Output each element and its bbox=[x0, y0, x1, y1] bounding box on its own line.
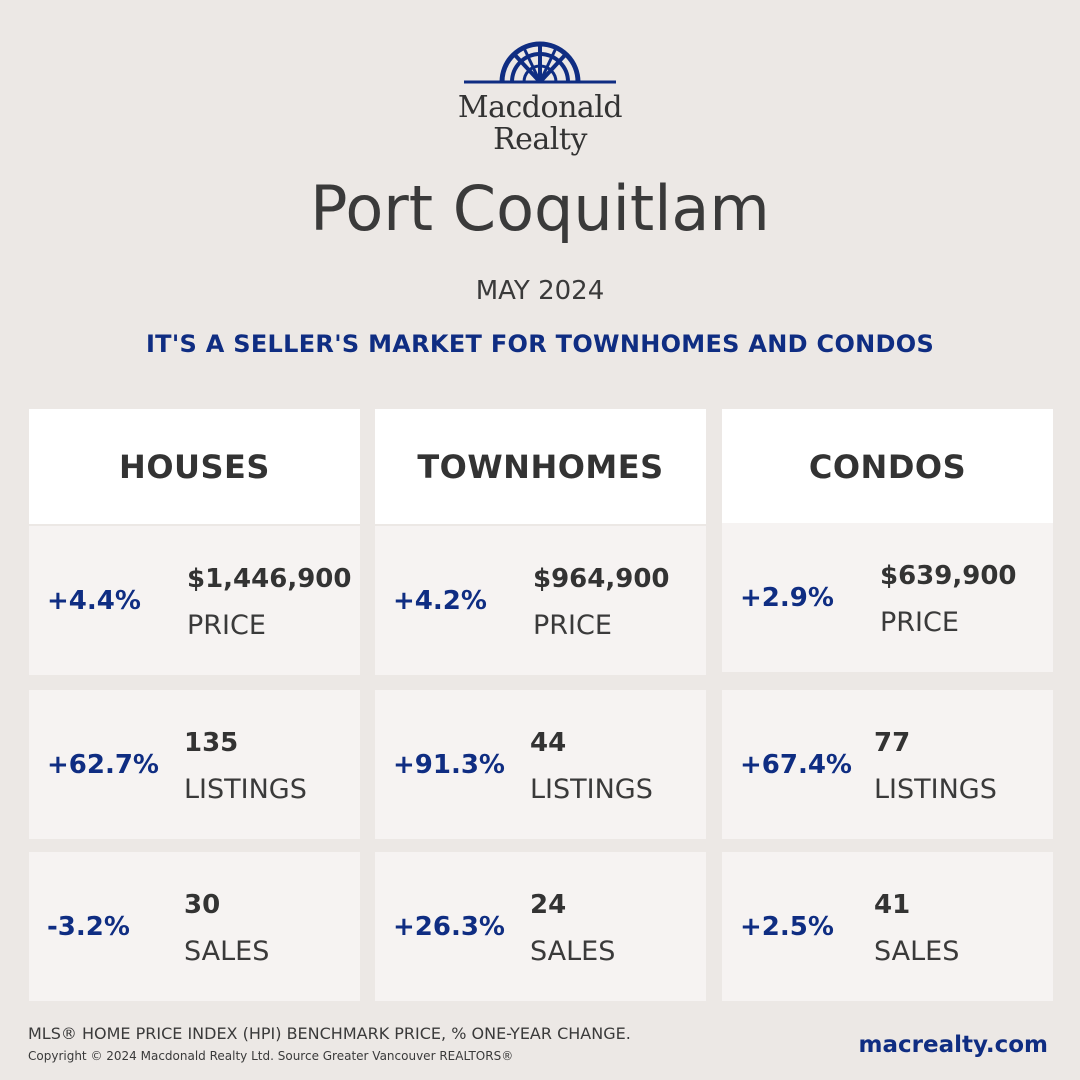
listings-change: +62.7% bbox=[47, 749, 159, 780]
sales-change: -3.2% bbox=[47, 911, 130, 942]
copyright-text: Copyright © 2024 Macdonald Realty Ltd. S… bbox=[28, 1049, 514, 1063]
price-value: $964,900 bbox=[533, 564, 670, 594]
listings-value: 77 bbox=[874, 728, 911, 758]
listings-label: LISTINGS bbox=[530, 774, 653, 805]
page-title: Port Coquitlam bbox=[310, 172, 770, 245]
price-card: +4.4% $1,446,900 PRICE bbox=[29, 526, 360, 675]
sales-change: +26.3% bbox=[393, 911, 505, 942]
listings-card: +62.7% 135 LISTINGS bbox=[29, 690, 360, 839]
brand-name-line1: Macdonald bbox=[457, 90, 623, 125]
listings-change: +91.3% bbox=[393, 749, 505, 780]
houses-column: HOUSES +4.4% $1,446,900 PRICE +62.7% 135… bbox=[29, 409, 360, 1001]
sales-label: SALES bbox=[874, 936, 960, 967]
price-change: +4.2% bbox=[393, 585, 487, 616]
listings-value: 44 bbox=[530, 728, 567, 758]
listings-card: +67.4% 77 LISTINGS bbox=[722, 690, 1053, 839]
sunburst-arch-logo-icon bbox=[464, 41, 616, 84]
price-change: +4.4% bbox=[47, 585, 141, 616]
market-headline: IT'S A SELLER'S MARKET FOR TOWNHOMES AND… bbox=[145, 330, 935, 358]
sales-value: 24 bbox=[530, 890, 567, 920]
sales-change: +2.5% bbox=[740, 911, 834, 942]
price-value: $1,446,900 bbox=[187, 564, 352, 594]
condos-column: CONDOS +2.9% $639,900 PRICE +67.4% 77 LI… bbox=[722, 409, 1053, 1001]
sales-label: SALES bbox=[184, 936, 270, 967]
listings-label: LISTINGS bbox=[184, 774, 307, 805]
brand-logo: Macdonald Realty bbox=[0, 40, 1080, 156]
price-value: $639,900 bbox=[880, 561, 1017, 591]
price-label: PRICE bbox=[533, 610, 612, 641]
sales-value: 30 bbox=[184, 890, 221, 920]
listings-label: LISTINGS bbox=[874, 774, 997, 805]
sales-card: +2.5% 41 SALES bbox=[722, 852, 1053, 1001]
column-title: CONDOS bbox=[722, 409, 1053, 524]
price-label: PRICE bbox=[187, 610, 266, 641]
column-title: TOWNHOMES bbox=[375, 409, 706, 524]
sales-card: -3.2% 30 SALES bbox=[29, 852, 360, 1001]
listings-value: 135 bbox=[184, 728, 239, 758]
methodology-note: MLS® HOME PRICE INDEX (HPI) BENCHMARK PR… bbox=[28, 1024, 631, 1043]
sales-card: +26.3% 24 SALES bbox=[375, 852, 706, 1001]
report-month: MAY 2024 bbox=[475, 276, 605, 306]
column-title: HOUSES bbox=[29, 409, 360, 524]
sales-label: SALES bbox=[530, 936, 616, 967]
listings-change: +67.4% bbox=[740, 749, 852, 780]
website-link[interactable]: macrealty.com bbox=[858, 1032, 1048, 1058]
listings-card: +91.3% 44 LISTINGS bbox=[375, 690, 706, 839]
brand-name-line2: Realty bbox=[493, 122, 587, 157]
price-label: PRICE bbox=[880, 607, 959, 638]
price-card: +4.2% $964,900 PRICE bbox=[375, 526, 706, 675]
sales-value: 41 bbox=[874, 890, 911, 920]
price-change: +2.9% bbox=[740, 582, 834, 613]
price-card: +2.9% $639,900 PRICE bbox=[722, 523, 1053, 672]
townhomes-column: TOWNHOMES +4.2% $964,900 PRICE +91.3% 44… bbox=[375, 409, 706, 1001]
